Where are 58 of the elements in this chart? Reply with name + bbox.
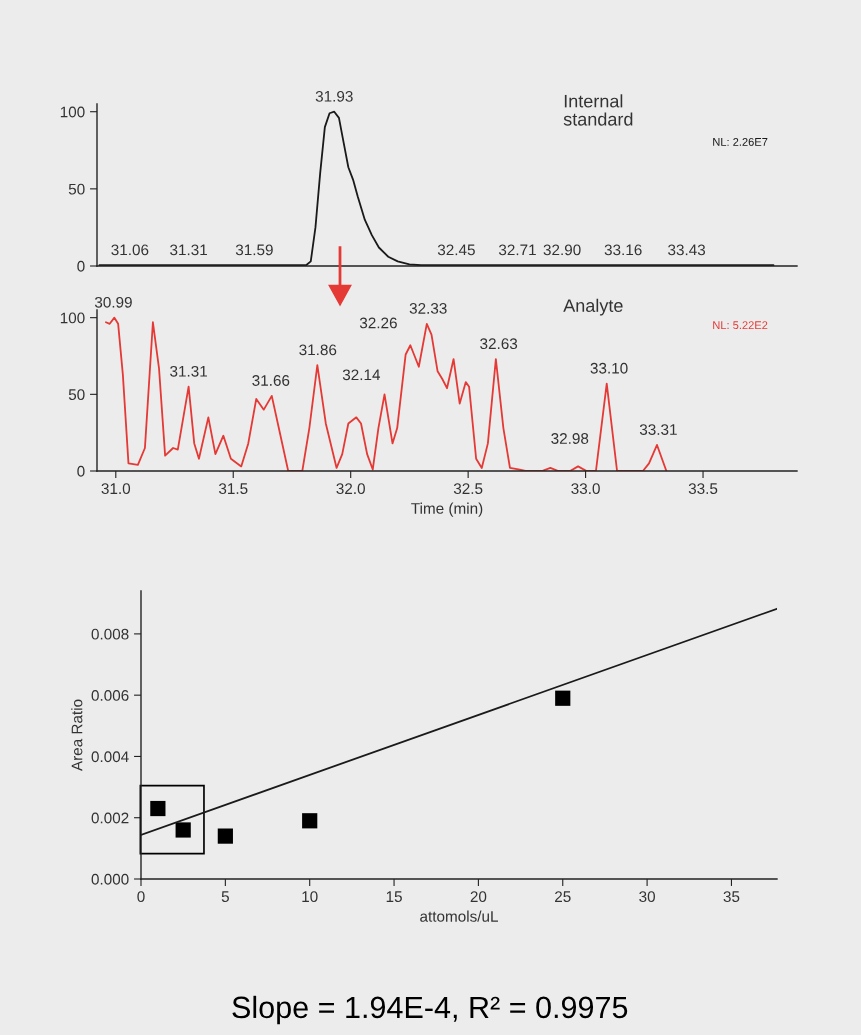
annotation: 31.93: [315, 90, 353, 102]
y-tick-label: 100: [60, 106, 85, 118]
x-tick-label: 30: [639, 891, 655, 903]
y-tick-label: 50: [68, 183, 85, 195]
annotation: 33.43: [668, 244, 706, 256]
y-tick-label: 0.002: [91, 812, 129, 824]
x-tick-label: 35: [723, 891, 740, 903]
annotation: Analyte: [563, 298, 623, 316]
x-tick-label: 5: [221, 891, 229, 903]
point: [302, 813, 318, 829]
x-tick-label: 31.5: [218, 483, 248, 495]
annotation: 32.63: [480, 338, 518, 350]
annotation: 32.90: [543, 244, 581, 256]
annotation: 32.26: [359, 317, 397, 329]
x-tick-label: 20: [470, 891, 487, 903]
x-tick-label: 25: [555, 891, 571, 903]
annotation: 32.98: [551, 433, 589, 444]
annotation: 32.45: [437, 244, 475, 256]
x-tick-label: 10: [302, 891, 318, 903]
annotation: Internal standard: [563, 94, 633, 126]
x-tick-label: 33.0: [571, 483, 600, 495]
x-axis-title: Time (min): [411, 502, 483, 517]
annotation: NL: 2.26E7: [713, 137, 768, 146]
annotation: 31.59: [235, 244, 273, 256]
x-tick-label: 15: [386, 891, 402, 903]
annotation: 31.06: [111, 244, 149, 256]
x-tick-label: 32.5: [453, 483, 483, 495]
annotation: NL: 5.22E2: [713, 321, 768, 330]
y-tick-label: 50: [68, 389, 85, 401]
annotation: 32.14: [342, 369, 381, 381]
text: Slope = 1.94E-4, R² = 0.9975: [232, 995, 628, 1025]
x-axis-title: attomols/uL: [420, 910, 498, 922]
annotation: 31.66: [252, 375, 290, 386]
point: [217, 828, 233, 844]
annotation: 31.86: [299, 344, 337, 356]
y-tick-label: 0.004: [91, 751, 129, 763]
x-tick-label: 0: [137, 891, 145, 903]
annotation: 32.71: [498, 244, 536, 256]
x-tick-label: 31.0: [101, 483, 131, 495]
y-tick-label: 0: [77, 465, 85, 477]
annotation: 33.10: [590, 362, 628, 374]
x-tick-label: 32.0: [336, 483, 365, 495]
point: [555, 690, 571, 706]
x-tick-label: 33.5: [688, 483, 718, 495]
y-tick-label: 100: [60, 312, 85, 324]
point: [150, 800, 166, 817]
y-tick-label: 0: [77, 260, 85, 272]
annotation: 32.33: [409, 303, 447, 314]
annotation: 33.31: [639, 424, 677, 435]
annotation: 31.31: [170, 244, 207, 256]
y-tick-label: 0.008: [91, 628, 129, 640]
y-tick-label: 0.000: [91, 873, 129, 885]
annotation: 33.16: [604, 244, 642, 256]
point: [175, 822, 191, 838]
y-tick-label: 0.006: [91, 690, 129, 701]
annotation: 30.99: [94, 296, 132, 308]
annotation: 31.31: [170, 365, 207, 377]
y-axis-title: Area Ratio: [71, 699, 83, 772]
